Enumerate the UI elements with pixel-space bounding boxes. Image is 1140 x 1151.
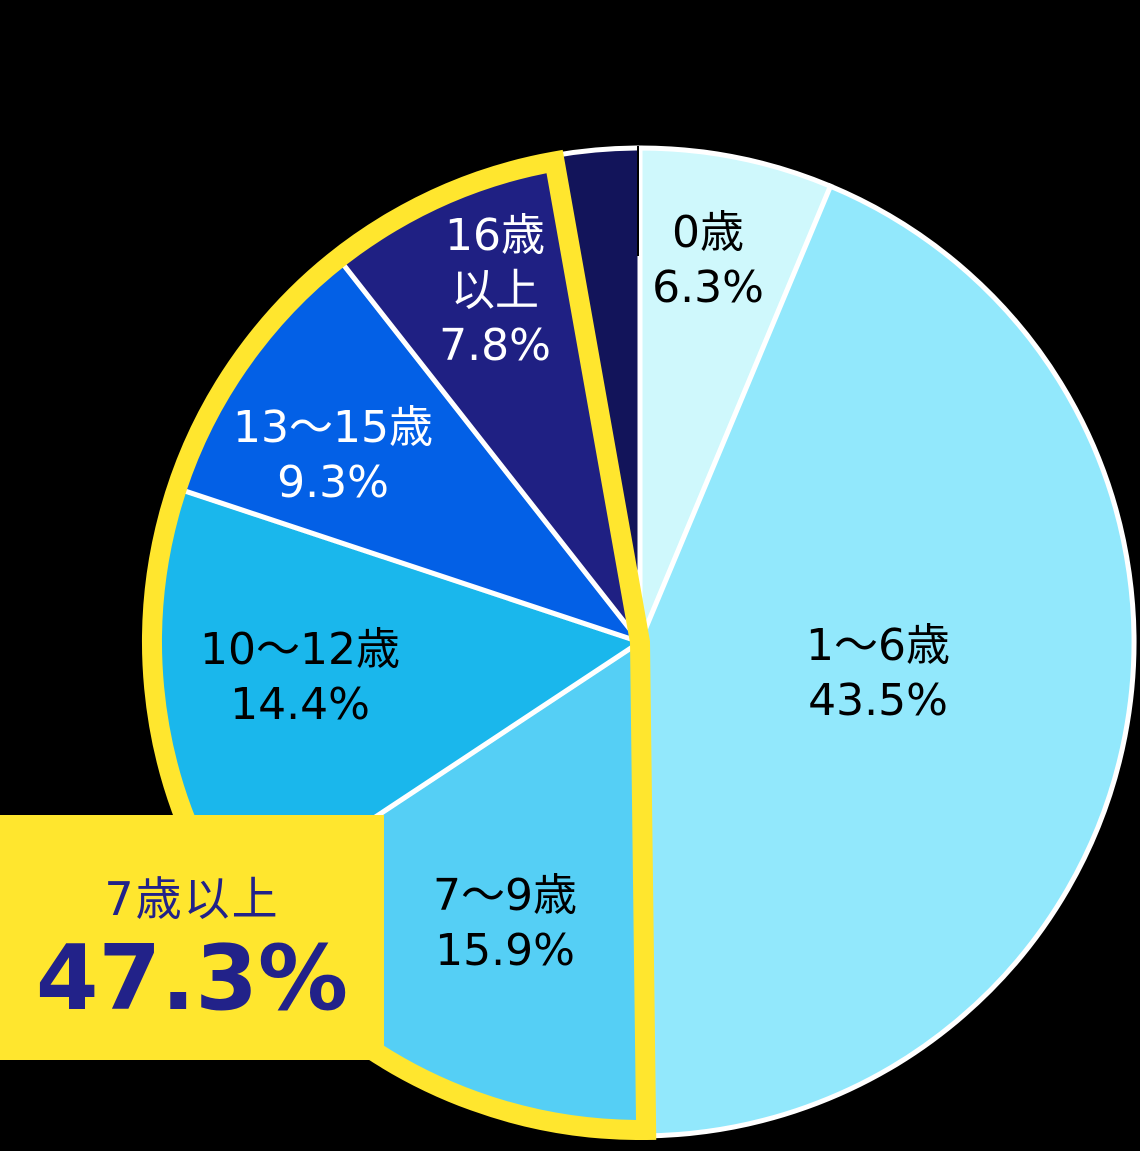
slice-value: 43.5% (808, 675, 948, 726)
slice-label: 10〜12歳 14.4% (200, 622, 400, 732)
slice-category: 以上 (450, 265, 539, 316)
slice-label: 16歳 以上 7.8% (439, 208, 551, 373)
slice-label: 1〜6歳 43.5% (806, 618, 950, 728)
pie-slice (637, 145, 834, 643)
slice-label: 13〜15歳 9.3% (233, 400, 433, 510)
slice-category: 7〜9歳 (433, 870, 577, 921)
slice-value: 6.3% (652, 262, 764, 313)
pie-slice (637, 182, 1137, 1139)
slice-label: 0歳 6.3% (652, 205, 764, 315)
slice-category: 1〜6歳 (806, 620, 950, 671)
slice-value: 14.4% (230, 679, 370, 730)
callout-value: 47.3% (35, 926, 349, 1031)
slice-label: 7〜9歳 15.9% (433, 868, 577, 978)
slice-value: 9.3% (277, 457, 389, 508)
callout-label: 7歳以上 (104, 872, 280, 926)
slice-category: 16歳 (444, 210, 545, 261)
slice-category: 0歳 (671, 207, 744, 258)
slice-value: 15.9% (435, 925, 575, 976)
slice-category: 10〜12歳 (200, 624, 400, 675)
slice-category: 13〜15歳 (233, 402, 433, 453)
highlight-callout-box: 7歳以上 47.3% (0, 815, 384, 1060)
highlight-group-outline (142, 149, 657, 1140)
slice-value: 7.8% (439, 320, 551, 371)
